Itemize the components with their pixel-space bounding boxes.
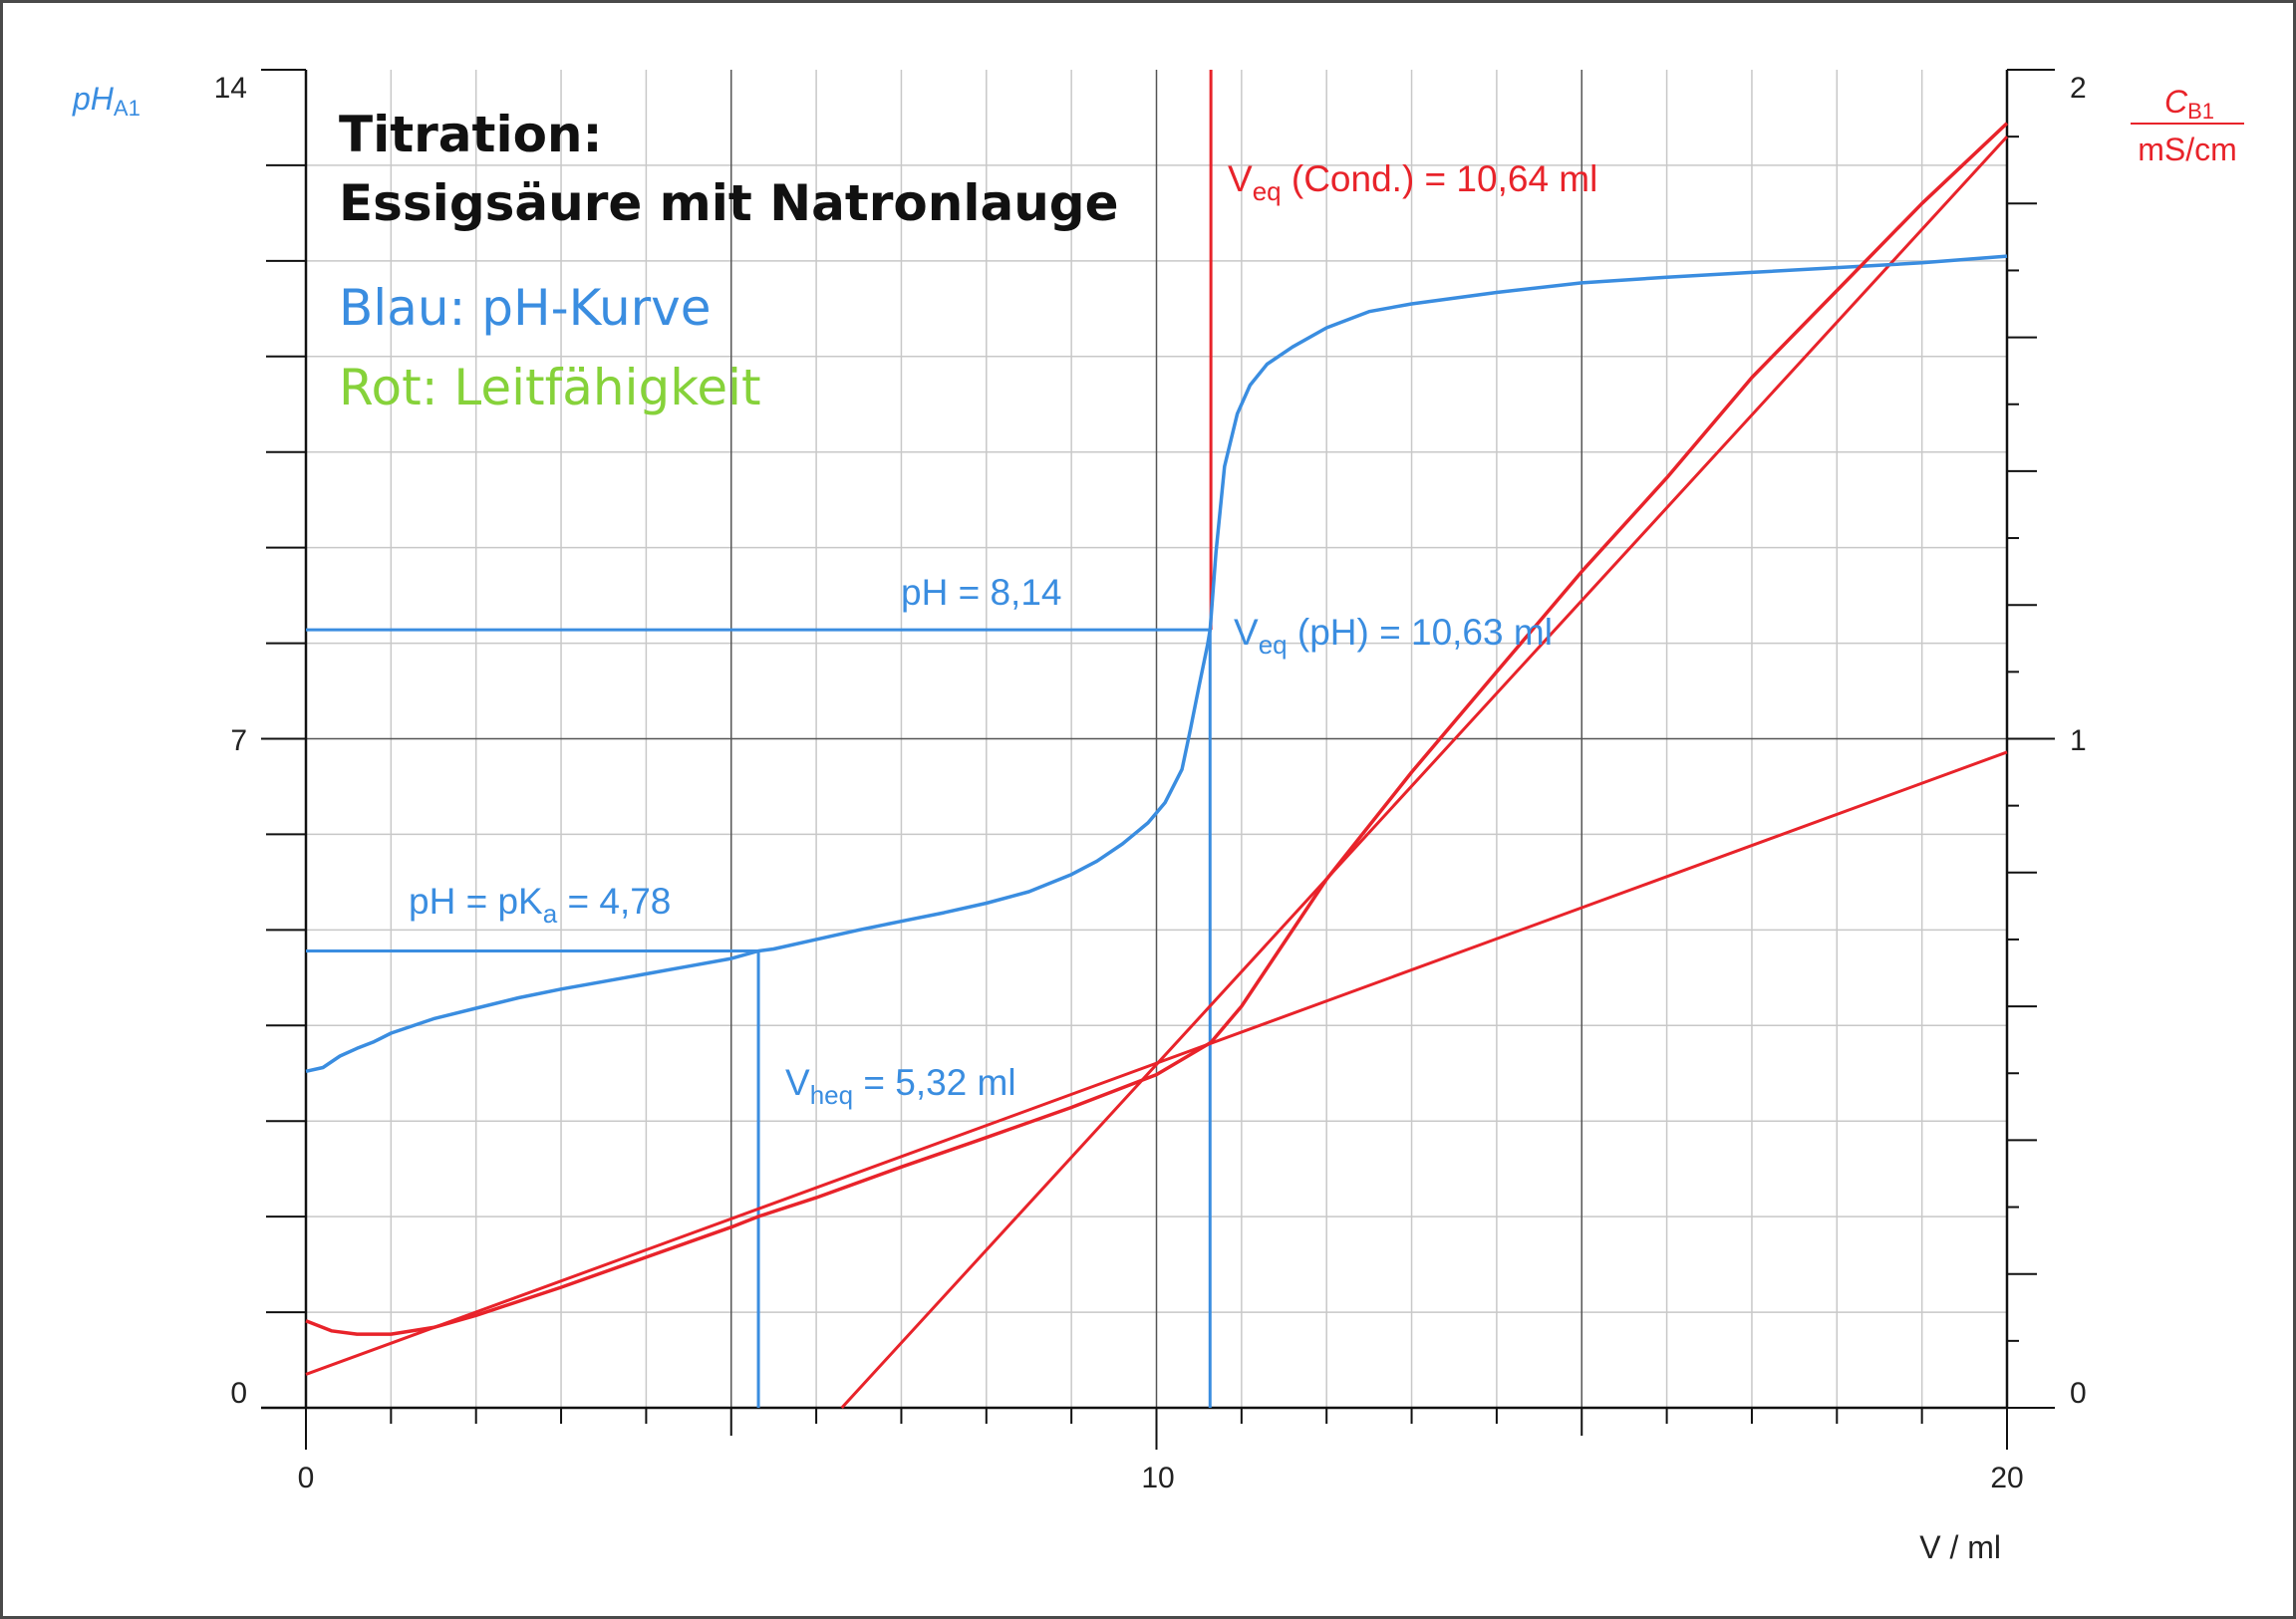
conductivity-curve — [305, 122, 2009, 1336]
legend-red: Rot: Leitfähigkeit — [339, 359, 761, 416]
annotation-ph-pka-main: pH = pK — [409, 881, 543, 922]
y-right-tick-label-0: 0 — [2070, 1377, 2087, 1410]
annotation-ph-eq: pH = 8,14 — [901, 572, 1061, 613]
y-left-axis-label-main: pH — [72, 81, 115, 117]
annotation-ph-pka: pH = pKa = 4,78 — [409, 881, 671, 929]
chart-title-line-1: Titration: — [339, 106, 603, 163]
chart-title-line-2: Essigsäure mit Natronlauge — [339, 174, 1119, 232]
y-right-tick-label-1: 1 — [2070, 724, 2087, 757]
annotation-vheq: Vheq = 5,32 ml — [785, 1062, 1016, 1110]
guide-lines — [306, 70, 1213, 1408]
y-left-axis-label: pHA1 — [72, 81, 141, 121]
y-left-tick-label-7: 7 — [230, 724, 247, 757]
y-right-axis-label: CB1 — [2164, 84, 2214, 124]
annotation-veq-cond-v: V — [1228, 158, 1253, 199]
annotation-ph-pka-text: = 4,78 — [557, 881, 671, 922]
annotation-vheq-text: = 5,32 ml — [853, 1062, 1016, 1103]
conductivity-fit-line-2 — [840, 135, 2009, 1410]
x-tick-label-10: 10 — [1141, 1462, 1174, 1494]
x-tick-label-0: 0 — [298, 1462, 315, 1494]
annotation-veq-cond-text: (Cond.) = 10,64 ml — [1282, 158, 1598, 199]
legend-blue: Blau: pH-Kurve — [339, 279, 712, 337]
annotation-veq-ph-text: (pH) = 10,63 ml — [1288, 612, 1553, 653]
annotation-vheq-sub: heq — [810, 1080, 853, 1110]
y-left-tick-label-14: 14 — [214, 72, 247, 105]
x-tick-label-20: 20 — [1990, 1462, 2023, 1494]
annotation-veq-ph-v: V — [1234, 612, 1259, 653]
annotation-veq-ph-sub: eq — [1259, 630, 1288, 660]
major-grid — [306, 70, 2007, 1408]
ph-curve — [305, 254, 2008, 1074]
y-right-axis-unit: mS/cm — [2138, 132, 2237, 167]
y-left-tick-label-0: 0 — [230, 1377, 247, 1410]
annotation-veq-cond-sub: eq — [1253, 176, 1282, 206]
y-right-axis-label-sub: B1 — [2187, 99, 2214, 124]
series-group — [305, 122, 2009, 1410]
x-axis-label: V / ml — [1919, 1529, 2001, 1565]
annotation-ph-pka-sub: a — [543, 899, 558, 929]
annotation-veq-cond: Veq (Cond.) = 10,64 ml — [1228, 158, 1597, 206]
annotation-veq-ph: Veq (pH) = 10,63 ml — [1234, 612, 1553, 660]
y-right-tick-label-2: 2 — [2070, 72, 2087, 105]
y-right-axis-label-main: C — [2164, 84, 2188, 120]
axis-ticks — [261, 69, 2055, 1450]
y-left-axis-label-sub: A1 — [114, 96, 141, 121]
annotation-vheq-v: V — [785, 1062, 810, 1103]
